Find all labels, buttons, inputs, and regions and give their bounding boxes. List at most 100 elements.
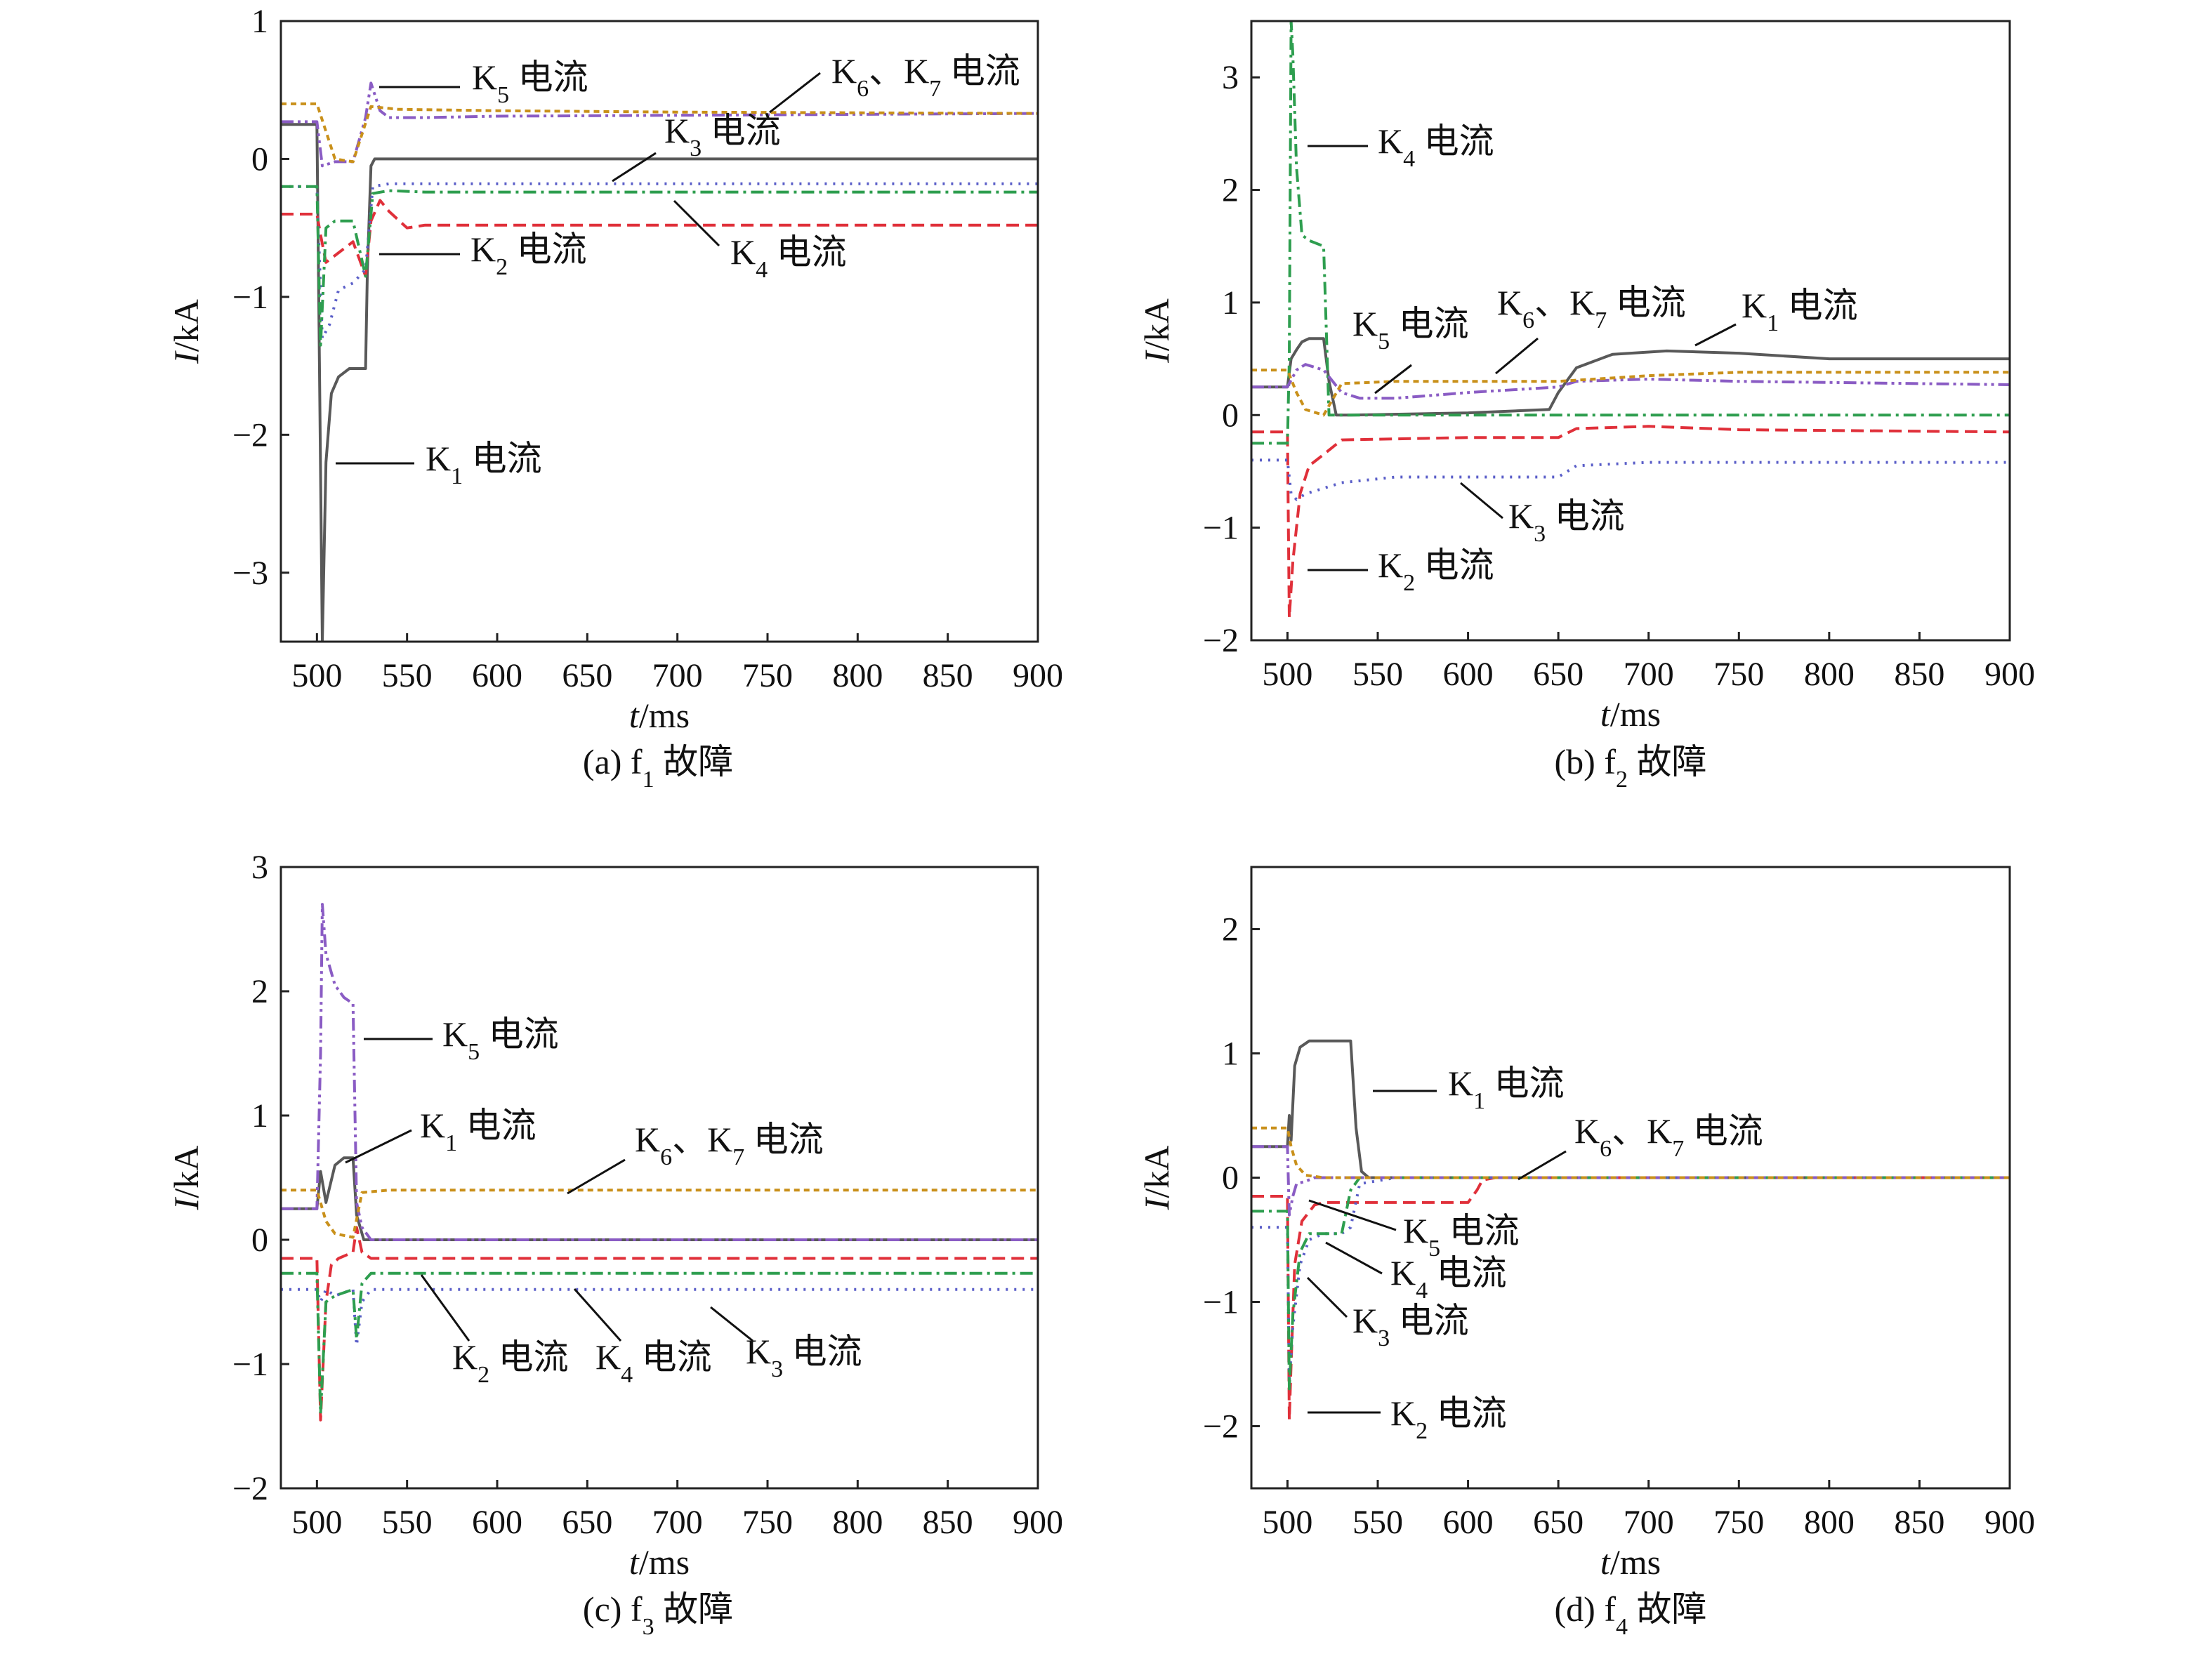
- annotation-leader: [612, 152, 657, 183]
- x-tick-label: 750: [742, 657, 793, 694]
- series-k1-line: [1251, 1039, 2010, 1179]
- series-k3-line: [281, 182, 1038, 340]
- series-k4-line: [281, 1271, 1038, 1415]
- series-group: [281, 903, 1038, 1422]
- x-axis-label: t/ms: [1600, 694, 1661, 734]
- series-k2-line: [281, 1226, 1038, 1422]
- series-k3-line: [1251, 458, 2010, 501]
- series-k6k7-line: [281, 102, 1038, 164]
- annotation-label: K4 电流: [1378, 121, 1494, 172]
- panel-d: 500 550 600 650 700 750 800 850 900 −2 −1 0 1 2 t/ms I/…: [1137, 866, 2035, 1640]
- panel-caption: (a) f1 故障: [583, 742, 733, 793]
- x-tick-label: 550: [382, 657, 433, 694]
- y-tick-label: −1: [232, 279, 268, 316]
- x-tick-label: 500: [291, 1504, 342, 1541]
- annotation-label: K3 电流: [1508, 496, 1625, 547]
- annotation-label: K2 电流: [1378, 545, 1494, 596]
- annotation-label: K6、K7 电流: [635, 1120, 824, 1170]
- annotation-label: K1 电流: [420, 1106, 536, 1156]
- series-k4-line: [1251, 1176, 2010, 1391]
- x-tick-label: 550: [382, 1504, 433, 1541]
- series-group: [281, 81, 1038, 642]
- series-k6k7-line: [1251, 369, 2010, 417]
- y-tick-label: −1: [232, 1346, 268, 1383]
- series-k5-line: [281, 903, 1038, 1241]
- x-tick-label: 800: [1804, 1504, 1855, 1541]
- y-tick-label: 0: [1222, 1160, 1239, 1197]
- annotation-leader: [420, 1274, 470, 1342]
- x-axis-label: t/ms: [629, 696, 690, 735]
- plot-frame: [279, 866, 1039, 1490]
- y-tick-label: −3: [232, 555, 268, 592]
- x-tick-label: 650: [562, 1504, 612, 1541]
- annotation-label: K2 电流: [452, 1337, 569, 1388]
- x-tick-label: 800: [1804, 656, 1855, 693]
- x-tick-label: 900: [1013, 1504, 1063, 1541]
- annotation-leader: [567, 1158, 626, 1195]
- x-tick-label: 600: [1443, 1504, 1494, 1541]
- series-k2-line: [1251, 1176, 2010, 1422]
- series-k2-line: [281, 199, 1038, 278]
- x-tick-label: 650: [1533, 656, 1584, 693]
- plot-frame: [279, 20, 1039, 643]
- x-tick-label: 850: [1894, 1504, 1944, 1541]
- series-k4-line: [281, 185, 1038, 347]
- annotation-label: K6、K7 电流: [1497, 283, 1686, 333]
- panel-a: 500 550 600 650 700 750 800 850 900 −3 −2 −1 0 1 t/ms I…: [166, 3, 1063, 793]
- annotation-leader: [673, 199, 720, 247]
- y-tick-label: 2: [1222, 911, 1239, 948]
- y-tick-label: 1: [1222, 1035, 1239, 1073]
- y-tick-label: 0: [1222, 397, 1239, 434]
- annotation-label: K4 电流: [730, 232, 847, 283]
- annotation-label: K2 电流: [1390, 1394, 1507, 1444]
- y-tick-label: −1: [1203, 1284, 1239, 1321]
- y-tick-label: 0: [251, 1222, 268, 1259]
- annotation-label: K2 电流: [470, 230, 587, 280]
- x-tick-label: 850: [1894, 656, 1944, 693]
- y-tick-label: −2: [1203, 1408, 1239, 1445]
- annotation-label: K1 电流: [426, 439, 542, 489]
- series-k5-line: [1251, 363, 2010, 400]
- panel-c: 500 550 600 650 700 750 800 850 900 −2 −1 0 1 2 3 t/ms I…: [166, 849, 1063, 1640]
- series-group: [1251, 21, 2010, 619]
- annotation-label: K4 电流: [1390, 1253, 1507, 1304]
- x-tick-label: 750: [1713, 1504, 1764, 1541]
- panel-caption: (b) f2 故障: [1555, 742, 1707, 793]
- x-tick-label: 500: [1262, 656, 1312, 693]
- y-tick-label: 3: [1222, 59, 1239, 96]
- x-tick-label: 750: [742, 1504, 793, 1541]
- y-tick-label: −2: [232, 416, 268, 454]
- annotation-leader: [710, 1306, 753, 1342]
- y-tick-label: 0: [251, 140, 268, 178]
- annotation-leader: [1308, 1199, 1397, 1231]
- annotation-leader: [1518, 1150, 1567, 1181]
- x-tick-label: 850: [923, 657, 973, 694]
- annotation-label: K3 电流: [664, 111, 781, 161]
- y-tick-label: 1: [251, 1097, 268, 1134]
- series-k6k7-line: [281, 1189, 1038, 1239]
- series-k2-line: [1251, 425, 2010, 619]
- x-tick-label: 700: [652, 1504, 703, 1541]
- x-tick-label: 700: [1624, 656, 1674, 693]
- x-tick-label: 500: [1262, 1504, 1312, 1541]
- annotation-leader: [1694, 323, 1737, 347]
- y-axis-label: I/kA: [166, 1146, 206, 1211]
- annotation-label: K1 电流: [1448, 1064, 1565, 1114]
- annotation-label: K5 电流: [1403, 1211, 1520, 1262]
- annotation-label: K3 电流: [1352, 1301, 1469, 1351]
- x-tick-label: 750: [1713, 656, 1764, 693]
- annotation-leader: [1495, 337, 1539, 375]
- series-k3-line: [1251, 1176, 2010, 1384]
- y-tick-label: −2: [232, 1470, 268, 1507]
- x-axis-label: t/ms: [629, 1542, 690, 1582]
- x-tick-label: 650: [1533, 1504, 1584, 1541]
- annotation-label: K6、K7 电流: [831, 51, 1020, 102]
- y-tick-label: 2: [1222, 172, 1239, 209]
- series-k5-line: [281, 81, 1038, 168]
- annotation-label: K5 电流: [472, 58, 588, 108]
- y-tick-label: 1: [1222, 284, 1239, 322]
- plot-frame: [1250, 20, 2011, 642]
- x-tick-label: 800: [832, 657, 883, 694]
- series-k4-line: [1251, 21, 2010, 445]
